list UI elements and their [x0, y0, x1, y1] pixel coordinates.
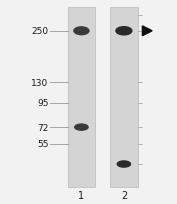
Text: 72: 72 [37, 123, 49, 132]
Text: 130: 130 [32, 78, 49, 87]
Ellipse shape [74, 28, 89, 35]
Ellipse shape [75, 124, 88, 131]
Bar [68, 8, 95, 187]
Bar [110, 8, 138, 187]
Text: 250: 250 [32, 27, 49, 36]
Polygon shape [142, 27, 152, 37]
Text: 1: 1 [78, 190, 84, 200]
Ellipse shape [116, 28, 132, 36]
Text: 55: 55 [37, 139, 49, 148]
Text: 95: 95 [37, 99, 49, 108]
Text: 2: 2 [121, 190, 127, 200]
Ellipse shape [117, 161, 130, 167]
